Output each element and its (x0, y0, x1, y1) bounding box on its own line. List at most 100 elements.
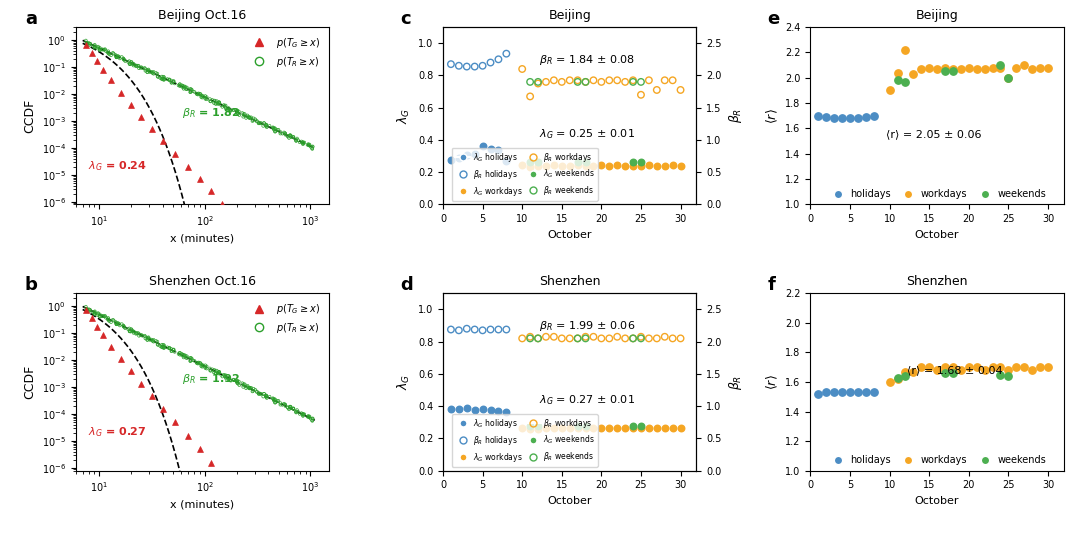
Point (991, 61, 1009, 69)
Point (219, 374, 237, 382)
Point (83, 49, 100, 57)
Point (149, 341, 166, 349)
Point (241, 113, 258, 122)
Point (108, 52, 125, 61)
Point (215, 101, 232, 109)
Point (577, 157, 594, 166)
Point (77, 302, 94, 311)
Point (295, 410, 312, 419)
Point (177, 352, 194, 360)
Point (127, 62, 145, 71)
Point (275, 399, 293, 408)
Point (197, 95, 214, 103)
Point (230, 379, 247, 388)
Point (176, 352, 193, 361)
Point (95, 312, 112, 321)
Point (211, 367, 228, 376)
Point (210, 368, 227, 377)
Legend: $\lambda_G$ holidays, $\beta_R$ holidays, $\lambda_G$ workdays, $\beta_R$ workda: $\lambda_G$ holidays, $\beta_R$ holidays… (451, 148, 597, 201)
Point (86, 43, 104, 52)
Point (121, 60, 138, 68)
Point (178, 83, 195, 92)
Point (121, 327, 138, 335)
Point (121, 60, 138, 68)
Text: $\beta_R$ = 1.84 ± 0.08: $\beta_R$ = 1.84 ± 0.08 (539, 52, 635, 67)
Point (276, 130, 294, 139)
Point (107, 319, 124, 327)
Point (211, 98, 228, 107)
Point (107, 51, 124, 60)
Point (261, 392, 279, 401)
Text: $\lambda_G$ = $\mathbf{0.24}$: $\lambda_G$ = $\mathbf{0.24}$ (89, 159, 147, 173)
Point (230, 225, 247, 233)
Point (79, 39, 96, 48)
Point (166, 347, 184, 356)
Point (248, 117, 266, 126)
Point (192, 362, 210, 371)
Point (125, 328, 143, 337)
Point (303, 142, 321, 151)
Point (190, 358, 207, 367)
Point (303, 417, 321, 425)
Point (84, 42, 102, 50)
Point (122, 60, 139, 69)
Point (258, 121, 275, 129)
Point (569, 334, 586, 342)
Point (294, 138, 311, 147)
Point (191, 359, 208, 367)
Point (192, 360, 210, 369)
Point (1039, 363, 1056, 372)
Point (467, 149, 484, 158)
Point (538, 161, 555, 170)
Point (177, 83, 194, 91)
Point (257, 120, 274, 129)
Point (984, 64, 1001, 72)
Point (632, 421, 649, 430)
Point (234, 382, 252, 391)
Point (213, 200, 230, 209)
Point (640, 424, 658, 432)
Point (276, 129, 294, 137)
Point (244, 116, 261, 125)
Point (197, 94, 214, 102)
Point (514, 65, 531, 74)
Point (656, 161, 673, 170)
Point (114, 55, 132, 63)
Point (123, 325, 140, 333)
Point (913, 64, 930, 73)
Point (84, 308, 102, 316)
Point (163, 78, 180, 87)
X-axis label: October: October (915, 230, 959, 240)
Point (191, 175, 208, 183)
Point (183, 85, 200, 94)
Point (85, 41, 103, 50)
Point (258, 392, 275, 400)
Point (282, 133, 299, 141)
Point (292, 410, 309, 418)
Point (156, 341, 173, 349)
Point (123, 326, 140, 334)
Point (498, 156, 515, 165)
Point (229, 377, 246, 385)
Point (206, 100, 224, 108)
Point (252, 390, 269, 398)
Text: ⟨r⟩ = 2.05 ± 0.06: ⟨r⟩ = 2.05 ± 0.06 (887, 129, 982, 139)
Point (238, 384, 255, 393)
Point (266, 396, 283, 405)
Point (210, 99, 227, 108)
Point (270, 397, 287, 405)
Point (175, 353, 192, 362)
Point (632, 334, 649, 342)
Point (192, 91, 210, 100)
Point (100, 48, 118, 57)
Point (198, 364, 215, 373)
Point (569, 157, 586, 166)
Point (267, 124, 284, 133)
Point (1008, 63, 1025, 72)
Point (285, 133, 302, 141)
Point (116, 56, 133, 64)
Point (194, 361, 212, 370)
Point (936, 64, 954, 72)
Point (154, 74, 172, 83)
Point (553, 161, 570, 170)
